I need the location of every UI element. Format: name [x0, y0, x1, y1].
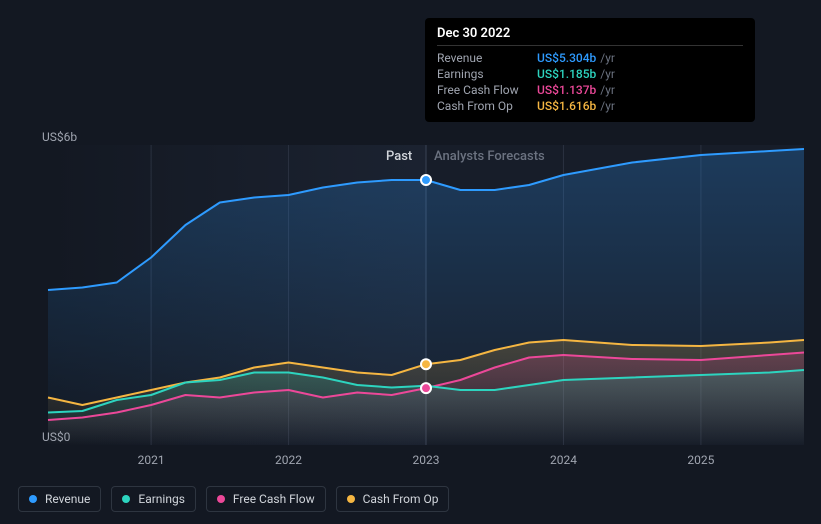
tooltip-row: Revenue US$5.304b /yr	[437, 50, 743, 66]
tooltip-metric-label: Free Cash Flow	[437, 83, 537, 97]
chart-tooltip: Dec 30 2022 Revenue US$5.304b /yrEarning…	[425, 18, 755, 122]
legend-item-revenue[interactable]: Revenue	[18, 486, 101, 512]
x-tick-label: 2024	[550, 453, 577, 467]
tooltip-row: Cash From Op US$1.616b /yr	[437, 98, 743, 114]
y-tick-label: US$0	[42, 430, 60, 444]
legend-dot-icon	[347, 495, 355, 503]
legend-item-fcf[interactable]: Free Cash Flow	[206, 486, 326, 512]
legend-label: Free Cash Flow	[233, 492, 315, 506]
legend-dot-icon	[217, 495, 225, 503]
tooltip-metric-label: Cash From Op	[437, 99, 537, 113]
past-label: Past	[386, 149, 412, 164]
tooltip-row: Earnings US$1.185b /yr	[437, 66, 743, 82]
legend-label: Cash From Op	[363, 492, 439, 506]
x-tick-label: 2022	[275, 453, 302, 467]
legend-dot-icon	[29, 495, 37, 503]
tooltip-metric-label: Revenue	[437, 51, 537, 65]
tooltip-metric-value: US$5.304b	[537, 51, 596, 65]
chart-legend: Revenue Earnings Free Cash Flow Cash Fro…	[18, 486, 449, 512]
x-tick-label: 2021	[138, 453, 165, 467]
forecast-label: Analysts Forecasts	[434, 149, 545, 164]
tooltip-metric-label: Earnings	[437, 67, 537, 81]
x-tick-label: 2023	[413, 453, 440, 467]
tooltip-metric-value: US$1.137b	[537, 83, 596, 97]
legend-dot-icon	[122, 495, 130, 503]
x-tick-label: 2025	[687, 453, 714, 467]
legend-label: Revenue	[45, 492, 90, 506]
tooltip-unit: /yr	[600, 83, 615, 97]
legend-item-cfo[interactable]: Cash From Op	[336, 486, 450, 512]
tooltip-date: Dec 30 2022	[437, 26, 743, 46]
tooltip-unit: /yr	[600, 99, 615, 113]
y-tick-label: US$6b	[42, 130, 60, 144]
tooltip-unit: /yr	[600, 51, 615, 65]
legend-item-earnings[interactable]: Earnings	[111, 486, 196, 512]
legend-label: Earnings	[138, 492, 185, 506]
tooltip-unit: /yr	[600, 67, 615, 81]
tooltip-row: Free Cash Flow US$1.137b /yr	[437, 82, 743, 98]
tooltip-metric-value: US$1.616b	[537, 99, 596, 113]
tooltip-metric-value: US$1.185b	[537, 67, 596, 81]
